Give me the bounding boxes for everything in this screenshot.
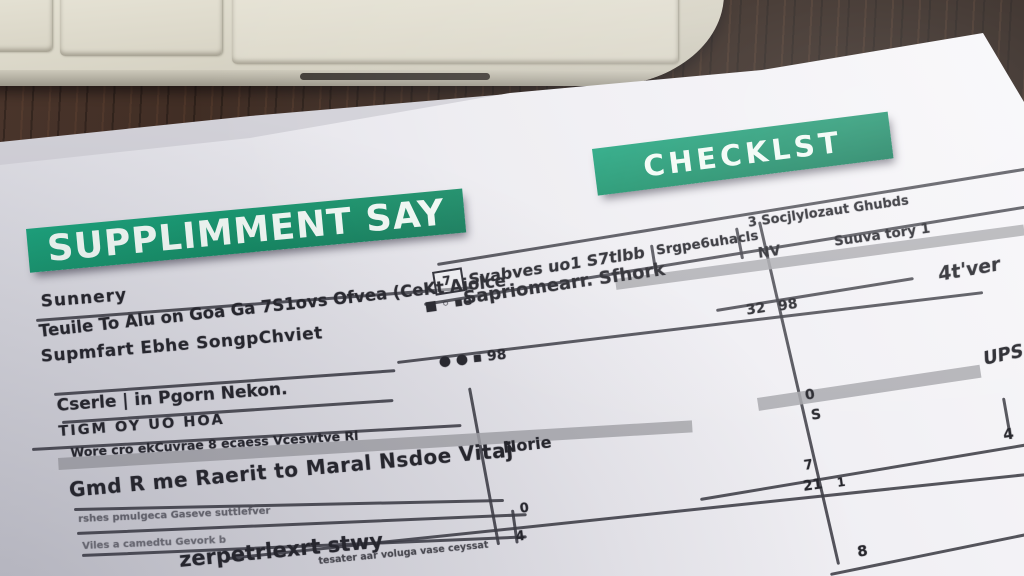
- value-7: 7: [803, 457, 815, 474]
- value-32: 32: [745, 299, 767, 319]
- value-s: S: [810, 406, 823, 424]
- value-21: 21: [802, 476, 824, 495]
- laptop-key: [0, 0, 52, 52]
- mid-tick-value-bottom: 4: [515, 528, 526, 545]
- value-98: 98: [777, 295, 799, 315]
- laptop-key: [60, 0, 222, 56]
- laptop-slot: [300, 73, 490, 80]
- value-nv: NV: [757, 242, 782, 262]
- laptop-edge: [0, 0, 724, 86]
- value-0: 0: [804, 386, 816, 404]
- mid-tick-value-top: 0: [519, 500, 530, 517]
- laptop-key: [232, 0, 678, 64]
- value-1: 1: [836, 474, 847, 490]
